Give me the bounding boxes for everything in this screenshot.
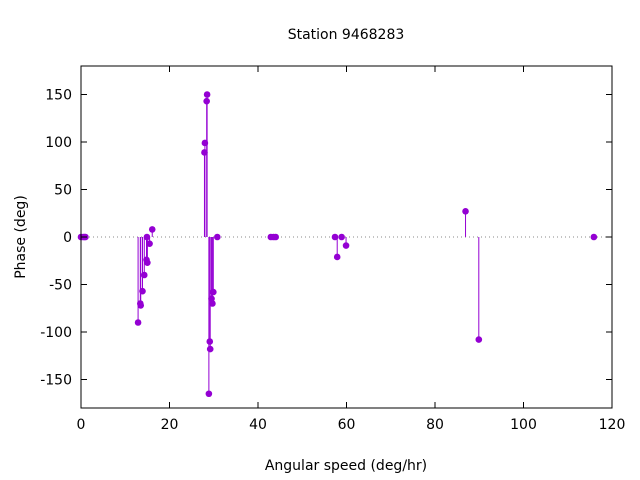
data-point: [134, 319, 142, 326]
data-point: [333, 253, 341, 261]
chart-title: Station 9468283: [288, 27, 405, 43]
x-tick-label: 40: [249, 417, 267, 433]
data-point: [203, 97, 210, 105]
x-tick-label: 0: [77, 417, 86, 433]
x-tick-label: 100: [510, 417, 537, 433]
point-layer: [77, 91, 598, 398]
data-point: [462, 208, 469, 215]
data-point: [201, 149, 208, 156]
y-tick-label: -50: [49, 278, 72, 294]
data-point: [201, 139, 209, 147]
x-tick-label: 80: [426, 417, 444, 433]
data-point: [213, 233, 221, 241]
data-point: [331, 233, 339, 241]
x-tick-label: 60: [338, 417, 356, 433]
data-point: [590, 233, 598, 241]
data-point: [206, 338, 214, 345]
impulse-layer: [137, 94, 480, 394]
y-tick-label: -100: [40, 325, 72, 341]
data-point: [209, 300, 216, 307]
data-point: [475, 336, 483, 343]
data-point: [144, 259, 151, 266]
data-point: [338, 233, 345, 241]
data-point: [272, 233, 280, 241]
x-tick-label: 120: [599, 417, 626, 433]
y-tick-label: -150: [40, 373, 72, 389]
data-point: [342, 242, 350, 249]
y-tick-label: 100: [45, 135, 72, 151]
y-axis-label: Phase (deg): [13, 195, 29, 279]
x-tick-label: 20: [161, 417, 179, 433]
y-tick-label: 0: [63, 230, 72, 246]
data-point: [206, 345, 214, 353]
y-tick-label: 50: [54, 183, 72, 199]
data-point: [140, 271, 148, 279]
data-point: [137, 302, 145, 309]
data-point: [210, 288, 217, 296]
tick-layer: 0 20 40 60 80 100 120 -150 -100 -50 0 50 100 150: [40, 66, 625, 433]
y-tick-label: 150: [45, 88, 72, 104]
data-point: [203, 91, 211, 98]
data-point: [205, 390, 213, 398]
data-point: [139, 287, 146, 295]
data-point: [143, 233, 151, 241]
x-axis-label: Angular speed (deg/hr): [265, 458, 427, 474]
data-point: [146, 240, 153, 247]
data-point: [148, 226, 156, 233]
